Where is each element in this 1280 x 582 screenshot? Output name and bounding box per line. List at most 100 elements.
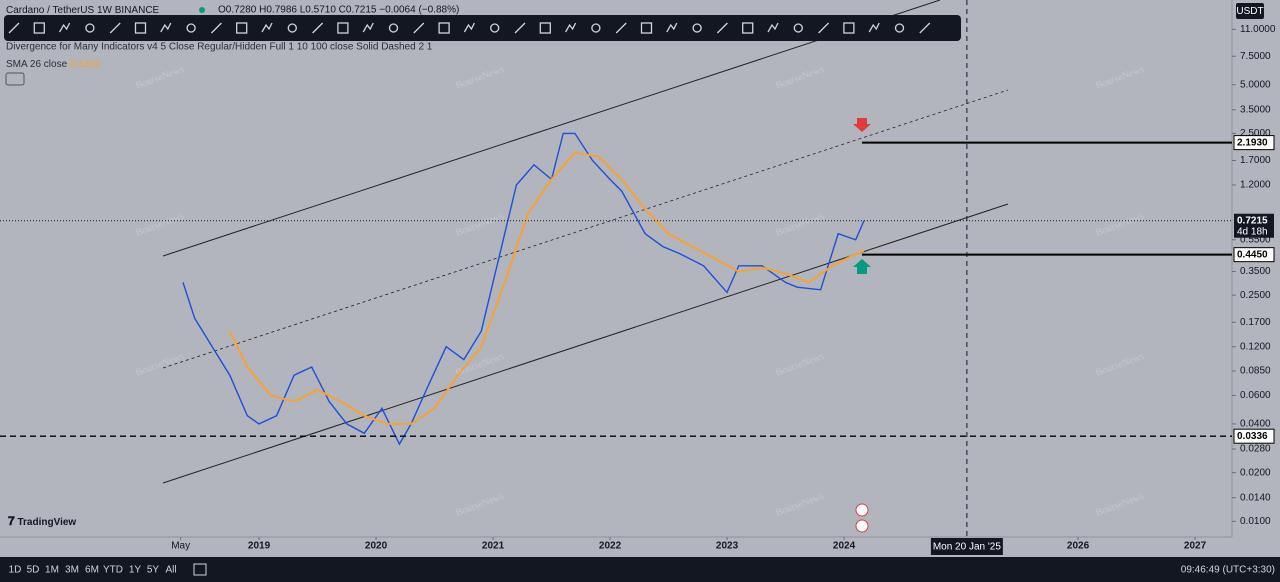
tool-icon[interactable]	[742, 22, 754, 34]
drawing-toolbar[interactable]	[4, 15, 961, 41]
toolbar-icons	[8, 22, 931, 34]
y-tick-label: 0.0400	[1240, 419, 1271, 430]
tool-icon[interactable]	[692, 23, 702, 33]
date-range-button[interactable]	[193, 563, 207, 576]
timeframe-button[interactable]: YTD	[103, 565, 123, 576]
tool-icon[interactable]	[413, 22, 425, 34]
tool-icon[interactable]	[59, 22, 71, 33]
channel-mid	[162, 89, 1009, 369]
tool-icon[interactable]	[388, 23, 399, 33]
tool-icon[interactable]	[640, 22, 653, 34]
tool-icon[interactable]	[261, 22, 273, 33]
tool-icon[interactable]	[186, 23, 196, 33]
y-tick-label: 0.5500	[1240, 234, 1271, 245]
tool-icon[interactable]	[514, 22, 526, 34]
y-tick-label: 5.0000	[1240, 79, 1271, 90]
timeframe-button[interactable]: 6M	[85, 565, 99, 576]
tool-icon[interactable]	[591, 23, 601, 33]
x-tick-label: 2026	[1067, 541, 1090, 552]
timeframe-button[interactable]: 5Y	[147, 565, 160, 576]
tool-icon[interactable]	[8, 22, 20, 34]
tool-icon[interactable]	[312, 22, 324, 34]
tool-icon[interactable]	[210, 22, 222, 34]
y-tick-label: 0.0600	[1240, 390, 1271, 401]
channel-top	[162, 0, 941, 257]
countdown: 4d 18h	[1237, 226, 1268, 237]
tool-icon[interactable]	[868, 22, 880, 33]
timeframe-button[interactable]: 3M	[65, 565, 79, 576]
indicator-label: Divergence for Many Indicators v4 5 Clos…	[6, 42, 433, 53]
tool-icon[interactable]	[565, 22, 577, 33]
y-tick-label: 0.3500	[1240, 266, 1271, 277]
tool-icon[interactable]	[716, 22, 728, 34]
tool-icon[interactable]	[160, 22, 172, 33]
tool-icon[interactable]	[134, 22, 147, 34]
currency: USDT	[1236, 6, 1263, 17]
level-label: 0.4450	[1237, 249, 1268, 260]
sma-line	[228, 151, 865, 425]
timeframe-button[interactable]: All	[165, 565, 176, 576]
timeframe-button[interactable]: 1Y	[129, 565, 142, 576]
x-tick-label: 2027	[1184, 541, 1207, 552]
tool-icon[interactable]	[463, 22, 475, 33]
x-tick-label: 2022	[599, 541, 622, 552]
x-tick-label: May	[171, 541, 190, 552]
exchange: BINANCE	[115, 5, 160, 16]
tool-icon[interactable]	[767, 22, 779, 33]
tool-icon[interactable]	[490, 23, 500, 33]
y-tick-label: 0.0100	[1240, 516, 1271, 527]
y-tick-label: 3.5000	[1240, 104, 1271, 115]
tool-icon[interactable]	[919, 22, 931, 34]
sma-legend: SMA 26 close 0.4330	[6, 59, 101, 70]
symbol-name: Cardano / TetherUS	[6, 5, 95, 16]
event-icon[interactable]	[855, 519, 869, 533]
bottom-bar	[0, 557, 1280, 582]
ohlc: O0.7280 H0.7986 L0.5710 C0.7215 −0.0064 …	[218, 5, 459, 16]
event-icon[interactable]	[855, 503, 869, 517]
y-tick-label: 0.0140	[1240, 492, 1271, 503]
x-tick-label: 2024	[833, 541, 856, 552]
tool-icon[interactable]	[818, 22, 830, 34]
currency-box[interactable]	[1236, 3, 1264, 19]
x-tick-label: 2023	[716, 541, 739, 552]
tool-icon[interactable]	[85, 23, 95, 33]
tool-icon[interactable]	[33, 22, 45, 34]
level-label: 0.0336	[1237, 431, 1268, 442]
timeframe-button[interactable]: 1M	[45, 565, 59, 576]
y-tick-label: 0.0280	[1240, 444, 1271, 455]
timeframe-button[interactable]: 1D	[9, 565, 22, 576]
tool-icon[interactable]	[615, 22, 627, 34]
tool-icon[interactable]	[287, 23, 297, 33]
up-arrow	[853, 259, 871, 274]
down-arrow	[853, 118, 871, 132]
y-tick-label: 1.7000	[1240, 155, 1271, 166]
tool-icon[interactable]	[109, 22, 121, 34]
level-label-box	[1233, 428, 1275, 444]
tool-icon[interactable]	[894, 23, 905, 33]
crosshair-label: Mon 20 Jan '25	[933, 542, 1002, 553]
tool-icon[interactable]	[438, 22, 450, 34]
price-line	[182, 132, 865, 446]
last-price-box	[1234, 213, 1274, 238]
tool-icon[interactable]	[236, 22, 248, 34]
y-tick-label: 2.5000	[1240, 128, 1271, 139]
y-tick-label: 0.1200	[1240, 341, 1271, 352]
logo: 𝟕 TradingView	[8, 514, 76, 528]
tool-icon[interactable]	[793, 23, 803, 33]
tool-icon[interactable]	[666, 22, 678, 33]
y-tick-label: 1.2000	[1240, 180, 1271, 191]
y-tick-label: 0.0850	[1240, 366, 1271, 377]
plot: BourseNews BourseNews BourseNews BourseNews…	[0, 0, 1232, 537]
logo-text: TradingView	[17, 517, 76, 528]
clock: 09:46:49 (UTC+3:30)	[1181, 565, 1275, 576]
tool-icon[interactable]	[843, 22, 855, 34]
tool-icon[interactable]	[539, 22, 551, 34]
timeframe-button[interactable]: 5D	[27, 565, 40, 576]
tool-icon[interactable]	[337, 22, 349, 34]
tool-icon[interactable]	[362, 22, 374, 33]
x-tick-label: 2021	[482, 541, 505, 552]
collapse-button[interactable]	[5, 72, 25, 86]
